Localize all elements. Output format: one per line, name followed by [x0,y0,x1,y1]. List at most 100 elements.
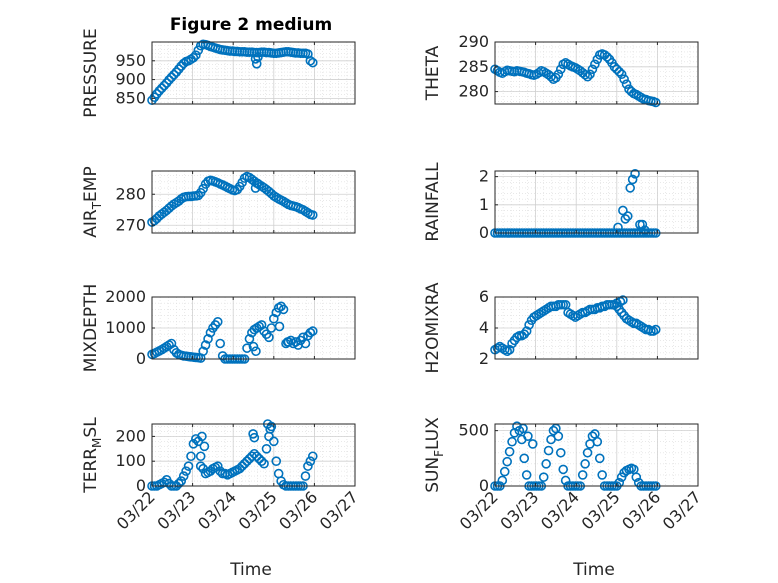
y-axis-label: AIRTEMP [81,166,104,237]
markers [490,49,661,108]
data-point [541,459,551,469]
data-point [178,471,189,481]
y-tick-label: 2 [479,167,489,186]
data-point [191,434,201,444]
data-point [191,50,201,60]
data-point [215,466,226,476]
data-point [164,75,174,85]
data-point [271,456,282,467]
data-point [553,431,564,441]
data-point [212,461,223,471]
data-point [268,436,279,447]
data-point [249,432,260,443]
x-axis-label-left: Time [229,560,272,580]
data-point [618,205,628,216]
data-point [582,447,593,458]
data-point [242,456,252,467]
y-tick-label: 6 [479,287,489,306]
axes-box [151,41,356,105]
data-point [278,304,289,315]
data-point [609,62,620,72]
y-tick-label: 2000 [105,287,146,306]
data-point [188,52,199,63]
data-point [504,446,515,457]
data-point [622,211,633,221]
data-point [197,431,207,442]
data-point [256,320,267,330]
x-axis-label-right: Time [572,560,615,580]
y-tick-label: 200 [115,426,146,445]
data-point [555,447,566,458]
data-point [265,424,275,434]
data-point [627,174,638,185]
y-axis-label: PRESSURE [81,28,101,117]
y-tick-label: 4 [479,318,489,337]
axes-box [494,170,699,234]
data-point [252,178,263,189]
panel-h2omixra: 2 4 6 H2OMIXRA [423,282,699,374]
y-tick-label: 290 [458,32,489,51]
data-point [640,225,650,235]
data-point [587,64,598,75]
data-point [264,332,274,343]
data-point [527,439,538,449]
data-point [234,463,245,474]
panel-air-temp: 270 280 AIRTEMP [81,166,356,238]
markers [490,295,661,357]
axes-box [151,423,356,487]
data-point [156,83,167,94]
data-point [577,470,588,480]
data-point [198,346,208,357]
data-point [251,451,262,462]
data-point [307,57,318,68]
data-point [497,475,508,486]
data-point [253,52,263,62]
y-tick-label: 0 [479,476,489,495]
data-point [181,466,191,476]
y-tick-label: 850 [115,88,146,107]
data-point [650,97,661,108]
data-point [186,451,196,462]
data-point [597,470,607,480]
data-point [239,458,250,469]
figure-title: Figure 2 medium [170,15,332,35]
data-point [543,445,554,456]
data-point [199,441,210,452]
data-point [248,341,259,352]
data-point [650,324,661,335]
data-point [244,334,255,344]
y-axis-label: RAINFALL [423,162,443,242]
y-tick-label: 280 [458,82,489,101]
y-axis-label: TERRMSL [81,417,104,494]
data-point [614,66,625,77]
data-point [307,326,318,336]
data-point [195,461,206,471]
y-axis-label: SUNFLUX [423,417,446,493]
data-point [215,338,226,349]
axes-box [151,170,356,234]
data-point [521,326,532,336]
y-tick-label: 100 [115,451,146,470]
data-point [198,183,208,194]
data-point [176,476,187,486]
data-point [250,54,261,64]
data-point [300,471,311,481]
data-point [169,69,179,80]
data-point [523,431,533,441]
data-point [305,55,316,66]
data-point [254,453,264,464]
data-point [580,459,590,469]
data-point [538,472,549,482]
data-point [590,59,600,70]
data-point [553,69,564,80]
data-point [585,69,595,80]
axes-box [494,423,699,487]
data-point [154,86,165,96]
data-point [630,169,640,179]
data-point [621,79,632,89]
data-point [614,477,625,488]
data-point [250,183,261,193]
data-point [620,214,631,224]
